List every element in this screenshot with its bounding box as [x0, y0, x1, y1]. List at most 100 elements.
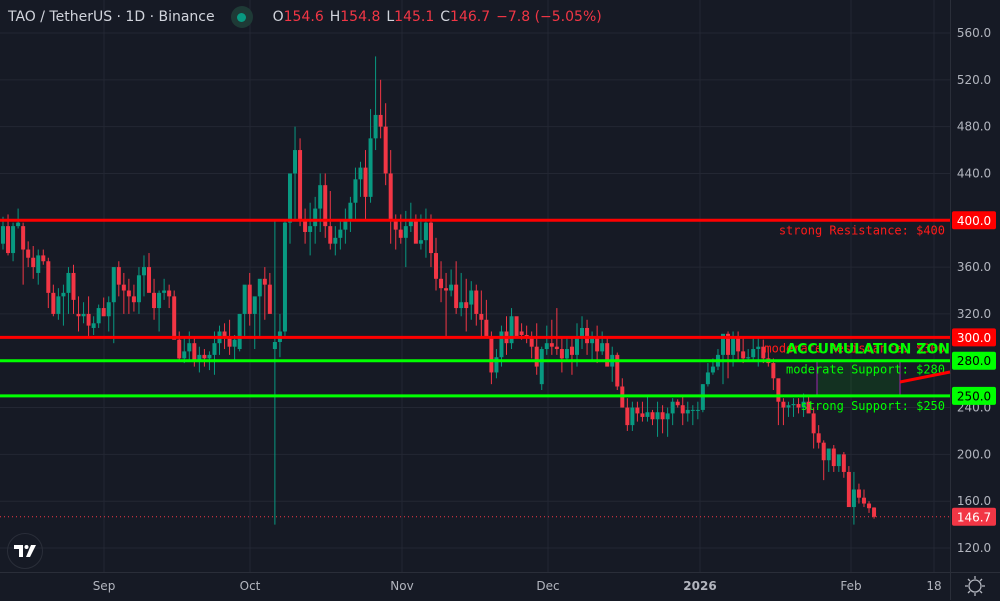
candle: [861, 489, 866, 508]
candle: [459, 272, 464, 317]
candle: [308, 202, 313, 256]
last-price-text: 146.7: [957, 510, 991, 524]
candle: [539, 346, 544, 391]
candle: [408, 202, 413, 232]
trend-line[interactable]: [899, 370, 951, 384]
candle: [338, 220, 343, 250]
candle: [262, 267, 267, 320]
candle: [136, 267, 141, 314]
candle: [564, 337, 569, 361]
open-label: O: [272, 9, 284, 25]
price-tick: 440.0: [957, 166, 991, 180]
candle: [811, 407, 816, 449]
candle: [665, 407, 670, 437]
symbol-title[interactable]: TAO / TetherUS · 1D · Binance: [8, 9, 215, 25]
candle: [101, 297, 106, 317]
candle: [474, 284, 479, 326]
candle: [257, 278, 262, 338]
candle: [1, 216, 5, 250]
settings-gear-icon[interactable]: [964, 575, 986, 597]
candle: [826, 448, 831, 472]
candle: [141, 255, 146, 297]
candle: [167, 284, 172, 309]
candle: [147, 253, 152, 293]
candle: [323, 173, 328, 238]
candle: [272, 220, 277, 525]
candle: [16, 208, 21, 229]
tradingview-logo-icon[interactable]: [7, 533, 43, 569]
candle: [36, 249, 41, 285]
price-tick: 560.0: [957, 26, 991, 40]
candle: [157, 290, 162, 332]
candle: [534, 323, 539, 375]
candle: [293, 126, 298, 221]
candle: [51, 284, 56, 317]
candle: [600, 331, 605, 355]
candle: [726, 331, 731, 379]
candle: [469, 281, 474, 320]
candle: [504, 316, 509, 355]
candle: [746, 349, 751, 361]
candle: [237, 313, 242, 352]
candle: [831, 445, 836, 472]
candle: [413, 214, 418, 244]
candle: [640, 401, 645, 422]
candle: [172, 290, 177, 340]
candle: [287, 173, 292, 244]
last-price-tag: [952, 507, 996, 526]
candle: [368, 109, 373, 203]
candle: [700, 384, 705, 413]
high-value: 154.8: [340, 9, 381, 25]
candle: [806, 395, 811, 414]
candle: [776, 378, 781, 426]
candle: [509, 308, 514, 350]
candle: [373, 56, 378, 151]
candle: [298, 138, 303, 227]
candle: [620, 378, 625, 408]
candle: [489, 331, 494, 385]
candle: [388, 150, 393, 244]
candle: [217, 325, 222, 355]
candle: [635, 401, 640, 422]
market-status-icon[interactable]: [230, 6, 253, 28]
candle: [81, 302, 86, 324]
candle: [454, 261, 459, 314]
level-price-tag: [952, 351, 996, 370]
candle: [721, 333, 726, 385]
level-label: strong Support: $250: [801, 399, 946, 413]
candle: [318, 173, 323, 232]
candle: [554, 308, 559, 355]
candle: [841, 452, 846, 478]
price-tick: 360.0: [957, 260, 991, 274]
candle: [569, 337, 574, 375]
change-value: −7.8 (−5.05%): [496, 9, 602, 25]
candle: [232, 334, 237, 361]
candle: [781, 398, 786, 426]
candle: [630, 401, 635, 431]
candle: [761, 339, 766, 364]
close-value: 146.7: [450, 9, 491, 25]
candle: [449, 269, 454, 297]
candle: [625, 398, 630, 431]
price-tick: 160.0: [957, 494, 991, 508]
candle: [333, 226, 338, 256]
candle: [801, 393, 806, 417]
candle: [152, 278, 157, 320]
candle: [31, 246, 36, 279]
candle: [252, 296, 257, 350]
candle: [670, 398, 675, 426]
candle: [580, 316, 585, 350]
level-label: moderate Resistance: $300: [764, 341, 945, 355]
time-tick: 18: [926, 579, 941, 593]
level-price-text: 300.0: [957, 331, 991, 345]
time-tick: Feb: [840, 579, 861, 593]
candle: [267, 272, 272, 314]
symbol-legend: TAO / TetherUS · 1D · Binance O 154.6 H 15…: [8, 6, 602, 28]
candle: [162, 278, 167, 300]
candle: [106, 296, 111, 332]
high-label: H: [329, 9, 341, 25]
candle: [116, 261, 121, 297]
price-tick: 200.0: [957, 447, 991, 461]
candle: [96, 304, 101, 328]
